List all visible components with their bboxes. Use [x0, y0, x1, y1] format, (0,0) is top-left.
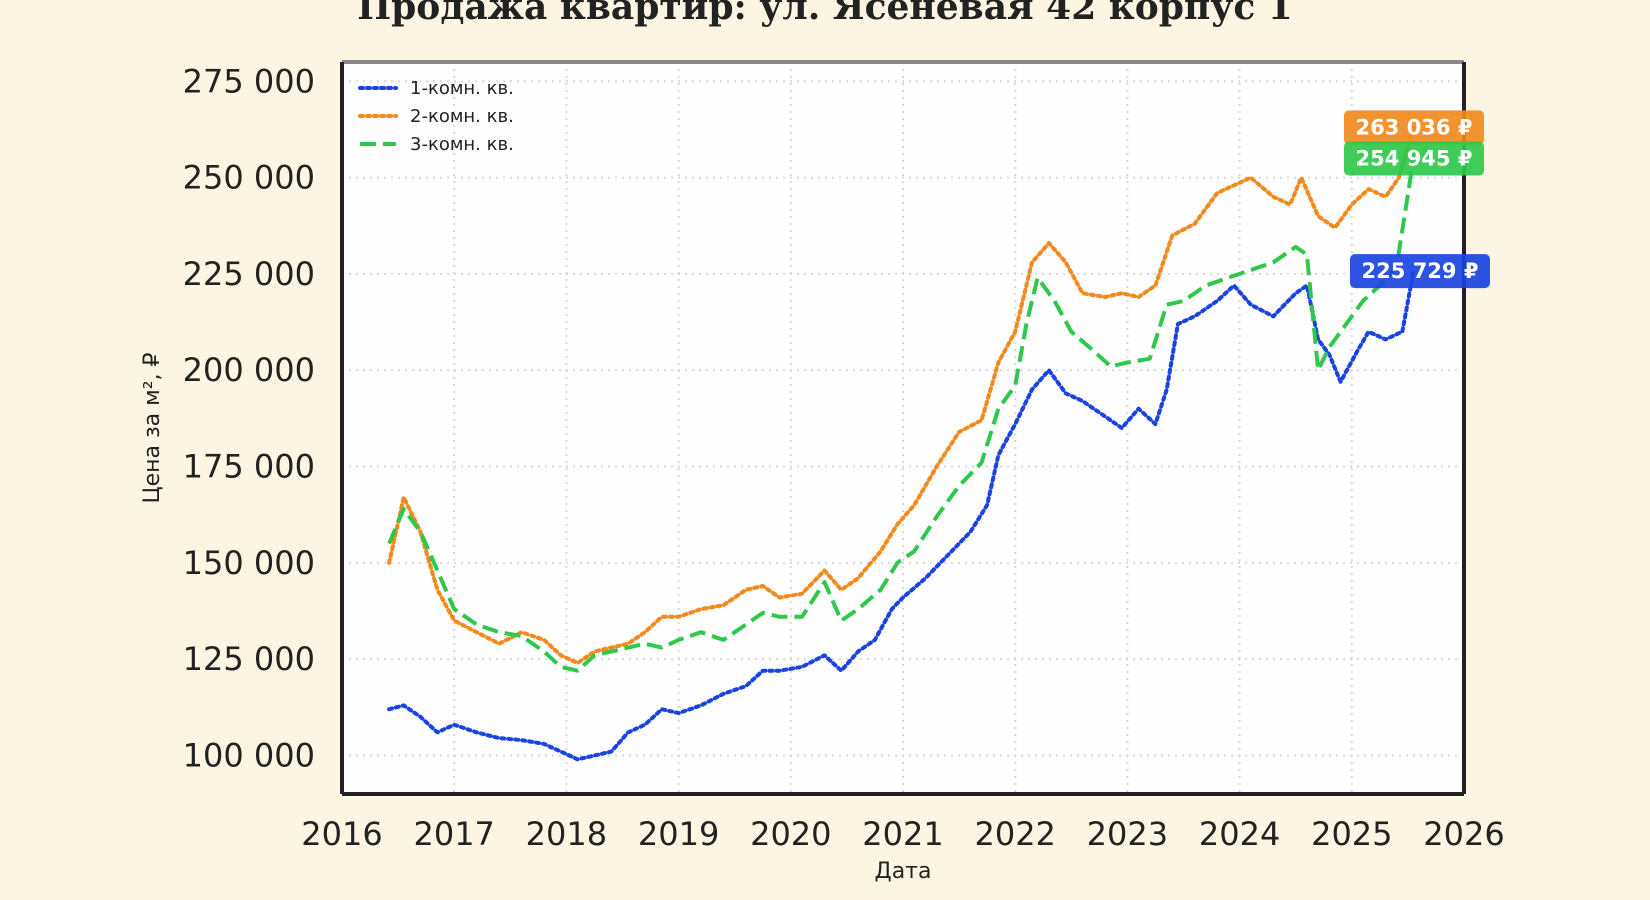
- chart-title: Продажа квартир: ул. Ясеневая 42 корпус …: [357, 0, 1293, 28]
- series-line-2: [387, 125, 1416, 665]
- x-tick-label: 2026: [1423, 815, 1504, 853]
- x-tick-label: 2018: [526, 815, 607, 853]
- end-value-badge: 225 729 ₽: [1350, 254, 1490, 289]
- y-tick-label: 200 000: [183, 351, 315, 389]
- y-tick-label: 250 000: [183, 159, 315, 197]
- y-tick-label: 275 000: [183, 62, 315, 100]
- x-tick-label: 2020: [750, 815, 831, 853]
- x-tick-label: 2017: [413, 815, 494, 853]
- series-line-1: [387, 269, 1416, 762]
- legend-label: 1-комн. кв.: [410, 78, 514, 99]
- x-tick-label: 2019: [638, 815, 719, 853]
- badge-box: [1344, 110, 1484, 145]
- end-value-badge: 254 945 ₽: [1344, 141, 1484, 176]
- series-line-3: [387, 158, 1416, 673]
- y-tick-label: 175 000: [183, 448, 315, 486]
- legend-label: 2-комн. кв.: [410, 106, 514, 127]
- y-tick-label: 100 000: [183, 736, 315, 774]
- y-axis-title: Цена за м², ₽: [140, 352, 165, 503]
- x-tick-label: 2023: [1087, 815, 1168, 853]
- x-tick-label: 2024: [1199, 815, 1280, 853]
- y-tick-label: 225 000: [183, 255, 315, 293]
- badge-label: 225 729 ₽: [1362, 259, 1479, 283]
- x-tick-label: 2025: [1311, 815, 1392, 853]
- end-value-badge: 263 036 ₽: [1344, 110, 1484, 145]
- x-tick-label: 2016: [301, 815, 382, 853]
- badge-label: 254 945 ₽: [1356, 147, 1473, 171]
- y-tick-label: 150 000: [183, 544, 315, 582]
- y-tick-label: 125 000: [183, 640, 315, 678]
- badge-box: [1350, 254, 1490, 289]
- x-tick-label: 2022: [974, 815, 1055, 853]
- x-tick-label: 2021: [862, 815, 943, 853]
- badge-label: 263 036 ₽: [1356, 115, 1473, 139]
- badge-box: [1344, 141, 1484, 176]
- legend-label: 3-комн. кв.: [410, 134, 514, 155]
- x-axis-title: Дата: [875, 859, 932, 884]
